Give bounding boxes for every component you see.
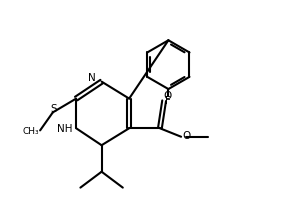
Text: S: S — [51, 103, 57, 114]
Text: N: N — [88, 73, 96, 84]
Text: NH: NH — [57, 124, 72, 134]
Text: F: F — [165, 96, 171, 106]
Text: O: O — [163, 91, 171, 102]
Text: O: O — [183, 131, 191, 141]
Text: CH₃: CH₃ — [22, 127, 39, 136]
